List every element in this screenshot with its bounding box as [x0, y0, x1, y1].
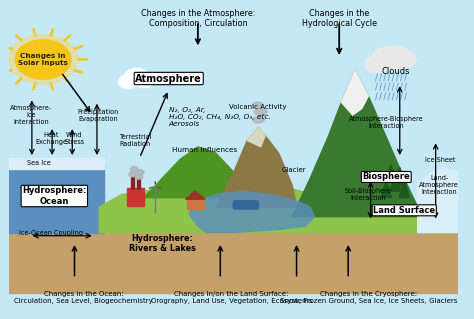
Text: Changes in
Solar Inputs: Changes in Solar Inputs	[18, 53, 68, 66]
Circle shape	[382, 55, 404, 70]
Text: Changes in/on the Land Surface:
Orography, Land Use, Vegetation, Ecosystems: Changes in/on the Land Surface: Orograph…	[151, 291, 312, 304]
Circle shape	[15, 40, 71, 79]
Bar	[137, 179, 140, 189]
Polygon shape	[399, 180, 410, 197]
Polygon shape	[216, 128, 297, 207]
Text: Ice-Ocean Coupling: Ice-Ocean Coupling	[19, 230, 83, 235]
Bar	[9, 207, 458, 293]
Circle shape	[131, 167, 138, 172]
Text: Terrestrial
Radiation: Terrestrial Radiation	[119, 134, 151, 147]
Text: Volcanic Activity: Volcanic Activity	[229, 104, 286, 110]
Bar	[128, 188, 145, 205]
Text: Atmosphere-Biosphere
Interaction: Atmosphere-Biosphere Interaction	[349, 115, 424, 129]
Polygon shape	[390, 174, 401, 191]
Circle shape	[129, 172, 136, 177]
Text: N₂, O₂, Ar,
H₂O, CO₂, CH₄, N₂O, O₃, etc.
Aerosols: N₂, O₂, Ar, H₂O, CO₂, CH₄, N₂O, O₃, etc.…	[169, 107, 271, 127]
Text: Hydrosphere:
Rivers & Lakes: Hydrosphere: Rivers & Lakes	[128, 234, 195, 253]
Text: Clouds: Clouds	[382, 67, 410, 76]
Polygon shape	[341, 70, 368, 115]
Circle shape	[383, 46, 410, 65]
Ellipse shape	[252, 102, 263, 108]
Ellipse shape	[253, 117, 264, 123]
Polygon shape	[381, 180, 392, 197]
Polygon shape	[99, 179, 458, 233]
Text: Hydrosphere:
Ocean: Hydrosphere: Ocean	[22, 186, 87, 206]
Polygon shape	[385, 164, 396, 182]
Circle shape	[392, 51, 416, 68]
Polygon shape	[144, 147, 243, 197]
Polygon shape	[418, 169, 458, 233]
Circle shape	[372, 48, 401, 68]
Text: Land-
Atmosphere
Interaction: Land- Atmosphere Interaction	[419, 175, 459, 195]
Polygon shape	[247, 128, 265, 147]
Text: Changes in the Cryosphere:
Snow, Frozen Ground, Sea Ice, Ice Sheets, Glaciers: Changes in the Cryosphere: Snow, Frozen …	[280, 291, 457, 304]
Polygon shape	[292, 70, 418, 217]
Circle shape	[9, 35, 78, 84]
Bar	[9, 158, 104, 169]
Text: Heat
Exchange: Heat Exchange	[35, 132, 67, 145]
Circle shape	[136, 174, 143, 180]
Circle shape	[134, 74, 154, 88]
Text: Sea Ice: Sea Ice	[27, 160, 51, 166]
Circle shape	[124, 68, 148, 85]
Polygon shape	[394, 167, 405, 185]
Text: Atmosphere: Atmosphere	[136, 73, 202, 84]
FancyBboxPatch shape	[233, 201, 258, 209]
Text: Human Influences: Human Influences	[172, 147, 237, 153]
Circle shape	[365, 55, 390, 73]
Text: Wind
Stress: Wind Stress	[64, 132, 84, 145]
Bar	[9, 163, 104, 233]
Bar	[187, 199, 204, 209]
Ellipse shape	[254, 108, 267, 115]
Text: Atmosphere-
Ice
Interaction: Atmosphere- Ice Interaction	[10, 105, 52, 125]
Text: Changes in the
Hydrological Cycle: Changes in the Hydrological Cycle	[301, 9, 377, 28]
Text: Changes in the Atmosphere:
Composition, Circulation: Changes in the Atmosphere: Composition, …	[141, 9, 255, 28]
Polygon shape	[189, 191, 315, 233]
Circle shape	[137, 170, 144, 175]
Polygon shape	[185, 191, 205, 199]
Text: Soil-Biosphere
Interaction: Soil-Biosphere Interaction	[345, 188, 392, 201]
Circle shape	[118, 75, 138, 89]
Bar	[131, 177, 134, 189]
Text: Precipitation
Evaporation: Precipitation Evaporation	[78, 108, 119, 122]
Text: Biosphere: Biosphere	[363, 173, 410, 182]
Text: Glacier: Glacier	[282, 167, 307, 173]
Text: Land Surface: Land Surface	[373, 206, 435, 215]
Text: Ice Sheet: Ice Sheet	[425, 157, 456, 162]
Text: Changes in the Ocean:
Circulation, Sea Level, Biogeochemistry: Changes in the Ocean: Circulation, Sea L…	[14, 291, 153, 304]
